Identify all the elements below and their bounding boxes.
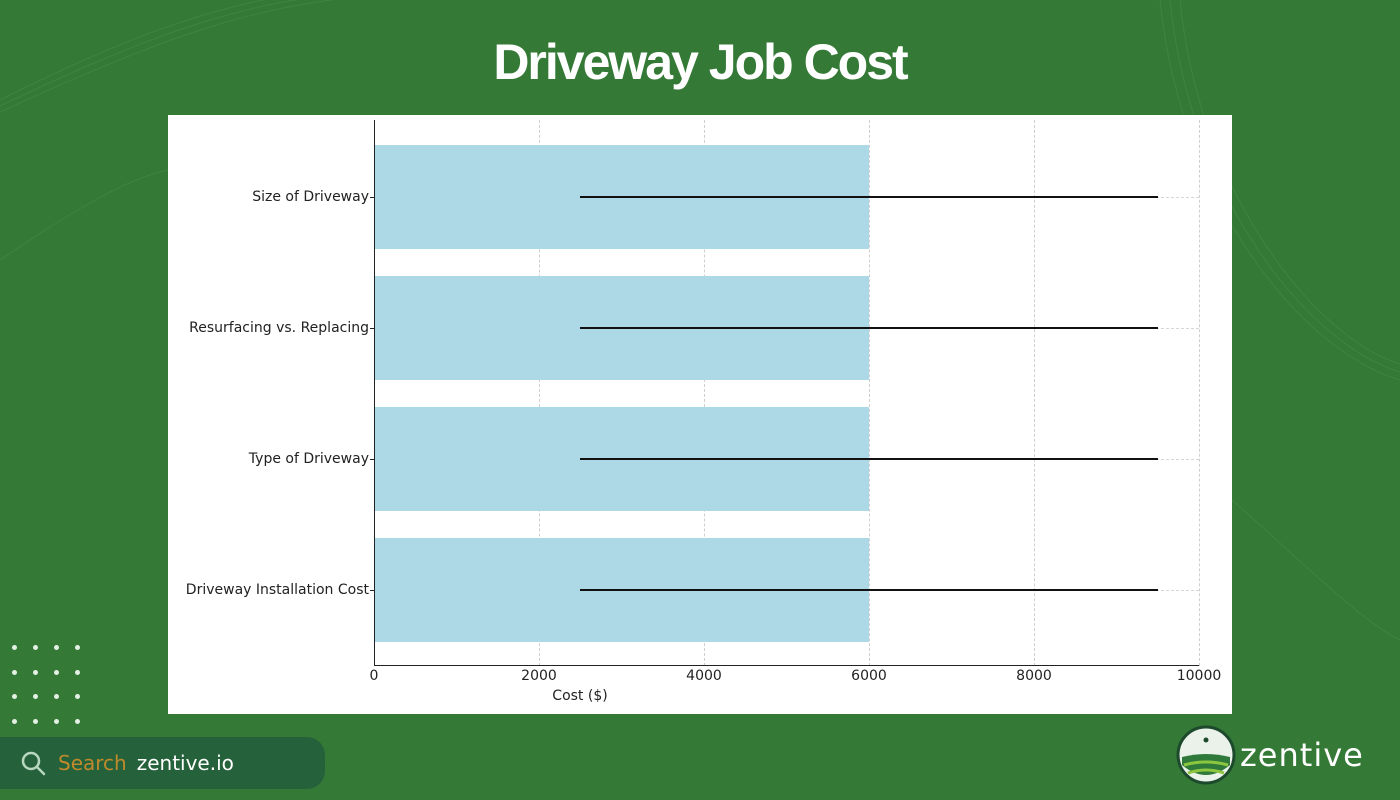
y-tick xyxy=(370,197,374,198)
decorative-dot xyxy=(75,694,80,699)
page-title: Driveway Job Cost xyxy=(493,34,908,90)
decorative-dot xyxy=(33,669,38,675)
decorative-dot xyxy=(54,669,59,675)
decorative-dot xyxy=(33,645,38,650)
x-tick-label: 4000 xyxy=(686,668,722,684)
error-bar xyxy=(580,589,1158,591)
dot-grid-decoration xyxy=(12,645,84,725)
y-tick-label: Type of Driveway xyxy=(248,451,369,467)
plot-area: Size of Driveway Resurfacing vs. Replacin… xyxy=(186,120,1200,666)
search-icon xyxy=(21,751,46,776)
x-gridline xyxy=(704,120,705,666)
decorative-dot xyxy=(33,718,38,724)
y-tick-label: Resurfacing vs. Replacing xyxy=(189,320,369,336)
y-tick-label: Driveway Installation Cost xyxy=(185,582,369,598)
zentive-logo-icon xyxy=(1176,725,1236,785)
x-tick-label: 2000 xyxy=(521,668,557,684)
x-gridline xyxy=(869,120,870,666)
x-tick-label: 0 xyxy=(369,668,379,684)
y-tick xyxy=(370,459,374,460)
y-tick xyxy=(370,590,374,591)
decorative-dot xyxy=(54,645,59,650)
y-axis xyxy=(374,120,375,666)
chart-panel: Size of Driveway Resurfacing vs. Replacin… xyxy=(168,115,1232,714)
search-site: zentive.io xyxy=(136,751,234,775)
brand-name: zentive xyxy=(1240,736,1364,774)
x-tick-label: 10000 xyxy=(1176,668,1222,684)
search-pill[interactable]: Search zentive.io xyxy=(0,737,325,789)
decorative-dot xyxy=(12,645,17,650)
decorative-dot xyxy=(54,718,59,724)
error-bar xyxy=(580,327,1158,329)
decorative-dot xyxy=(54,694,59,699)
decorative-dot xyxy=(12,718,17,724)
decorative-dot xyxy=(75,645,80,650)
decorative-dot xyxy=(12,694,17,699)
brand-logo: zentive xyxy=(1176,725,1364,785)
x-gridline xyxy=(1034,120,1035,666)
x-gridline xyxy=(1199,120,1200,666)
x-gridline xyxy=(539,120,540,666)
search-label: Search xyxy=(58,751,127,775)
decorative-dot xyxy=(75,669,80,675)
y-tick-label: Size of Driveway xyxy=(252,189,369,205)
error-bar xyxy=(580,458,1158,460)
decorative-dot xyxy=(33,694,38,699)
decorative-dot xyxy=(12,669,17,675)
x-tick-label: 8000 xyxy=(1016,668,1052,684)
x-tick-label: 6000 xyxy=(851,668,887,684)
x-axis-title: Cost ($) xyxy=(552,688,608,704)
x-axis xyxy=(374,665,1199,666)
y-tick xyxy=(370,328,374,329)
decorative-dot xyxy=(75,718,80,724)
error-bar xyxy=(580,196,1158,198)
